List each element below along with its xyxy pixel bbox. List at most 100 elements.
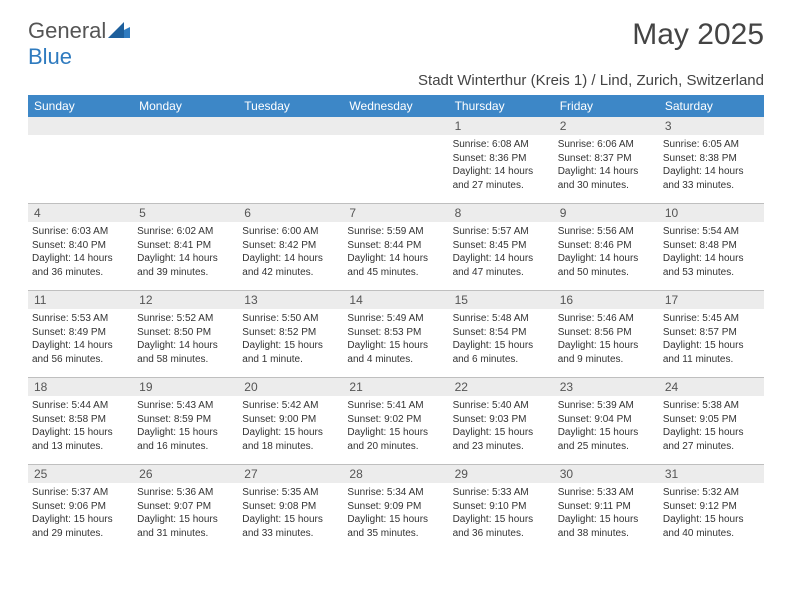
sunrise-text: Sunrise: 5:57 AM <box>453 225 550 239</box>
day-number: 8 <box>449 204 554 222</box>
daylight-line1: Daylight: 15 hours <box>242 426 339 440</box>
day-number: 15 <box>449 291 554 309</box>
daylight-line1: Daylight: 15 hours <box>558 426 655 440</box>
sunset-text: Sunset: 9:05 PM <box>663 413 760 427</box>
day-cell: 7Sunrise: 5:59 AMSunset: 8:44 PMDaylight… <box>343 204 448 290</box>
sunset-text: Sunset: 8:37 PM <box>558 152 655 166</box>
day-cell: 24 Sunrise: 5:38 AMSunset: 9:05 PMDayligh… <box>659 378 764 464</box>
sunset-text: Sunset: 9:11 PM <box>558 500 655 514</box>
week-row: 11Sunrise: 5:53 AMSunset: 8:49 PMDayligh… <box>28 290 764 377</box>
day-info: Sunrise: 5:48 AMSunset: 8:54 PMDaylight:… <box>453 312 550 366</box>
day-number: 5 <box>133 204 238 222</box>
sunrise-text: Sunrise: 5:42 AM <box>242 399 339 413</box>
day-number: 3 <box>659 117 764 135</box>
day-cell: 3Sunrise: 6:05 AMSunset: 8:38 PMDaylight… <box>659 117 764 203</box>
sunset-text: Sunset: 8:48 PM <box>663 239 760 253</box>
sunrise-text: Sunrise: 5:37 AM <box>32 486 129 500</box>
daylight-line2: and 45 minutes. <box>347 266 444 280</box>
day-cell: 31Sunrise: 5:32 AMSunset: 9:12 PMDayligh… <box>659 465 764 551</box>
day-info: Sunrise: 5:45 AMSunset: 8:57 PMDaylight:… <box>663 312 760 366</box>
sunrise-text: Sunrise: 6:08 AM <box>453 138 550 152</box>
day-info: Sunrise: 6:00 AMSunset: 8:42 PMDaylight:… <box>242 225 339 279</box>
day-info: Sunrise: 5:36 AMSunset: 9:07 PMDaylight:… <box>137 486 234 540</box>
day-info: Sunrise: 5:59 AMSunset: 8:44 PMDaylight:… <box>347 225 444 279</box>
day-info: Sunrise: 5:33 AMSunset: 9:10 PMDaylight:… <box>453 486 550 540</box>
day-info: Sunrise: 6:03 AMSunset: 8:40 PMDaylight:… <box>32 225 129 279</box>
day-number: 22 <box>449 378 554 396</box>
daylight-line2: and 39 minutes. <box>137 266 234 280</box>
daylight-line2: and 23 minutes. <box>453 440 550 454</box>
day-info: Sunrise: 6:06 AMSunset: 8:37 PMDaylight:… <box>558 138 655 192</box>
sunrise-text: Sunrise: 5:35 AM <box>242 486 339 500</box>
sunset-text: Sunset: 8:41 PM <box>137 239 234 253</box>
day-info: Sunrise: 5:38 AMSunset: 9:05 PMDaylight:… <box>663 399 760 453</box>
sunset-text: Sunset: 9:08 PM <box>242 500 339 514</box>
sunrise-text: Sunrise: 5:36 AM <box>137 486 234 500</box>
sunrise-text: Sunrise: 5:44 AM <box>32 399 129 413</box>
day-number: 31 <box>659 465 764 483</box>
brand-part1: General <box>28 18 106 43</box>
sunset-text: Sunset: 8:44 PM <box>347 239 444 253</box>
weekday-label: Thursday <box>449 95 554 117</box>
daylight-line1: Daylight: 14 hours <box>558 252 655 266</box>
daylight-line1: Daylight: 14 hours <box>347 252 444 266</box>
daylight-line1: Daylight: 14 hours <box>663 165 760 179</box>
weekday-label: Saturday <box>659 95 764 117</box>
day-cell: 29 Sunrise: 5:33 AMSunset: 9:10 PMDayligh… <box>449 465 554 551</box>
sunset-text: Sunset: 9:02 PM <box>347 413 444 427</box>
daylight-line1: Daylight: 15 hours <box>32 513 129 527</box>
sunset-text: Sunset: 8:38 PM <box>663 152 760 166</box>
day-number: 2 <box>554 117 659 135</box>
day-number: 29 <box>449 465 554 483</box>
daylight-line1: Daylight: 15 hours <box>453 339 550 353</box>
day-cell: 20Sunrise: 5:42 AMSunset: 9:00 PMDayligh… <box>238 378 343 464</box>
sunrise-text: Sunrise: 5:33 AM <box>453 486 550 500</box>
day-cell: 2 Sunrise: 6:06 AMSunset: 8:37 PMDaylight… <box>554 117 659 203</box>
brand-part2: Blue <box>28 44 72 69</box>
brand-logo: General Blue <box>28 18 130 70</box>
daylight-line1: Daylight: 15 hours <box>137 513 234 527</box>
week-row: 25Sunrise: 5:37 AMSunset: 9:06 PMDayligh… <box>28 464 764 551</box>
weekday-label: Friday <box>554 95 659 117</box>
sunset-text: Sunset: 8:52 PM <box>242 326 339 340</box>
daylight-line1: Daylight: 15 hours <box>663 513 760 527</box>
daylight-line1: Daylight: 15 hours <box>453 426 550 440</box>
sunrise-text: Sunrise: 6:06 AM <box>558 138 655 152</box>
daylight-line2: and 18 minutes. <box>242 440 339 454</box>
day-cell <box>28 117 133 203</box>
sunset-text: Sunset: 8:42 PM <box>242 239 339 253</box>
daylight-line2: and 13 minutes. <box>32 440 129 454</box>
weekday-label: Wednesday <box>343 95 448 117</box>
brand-mark-icon <box>108 18 130 44</box>
sunrise-text: Sunrise: 6:00 AM <box>242 225 339 239</box>
sunset-text: Sunset: 8:49 PM <box>32 326 129 340</box>
day-info: Sunrise: 5:57 AMSunset: 8:45 PMDaylight:… <box>453 225 550 279</box>
day-number: 24 <box>659 378 764 396</box>
week-row: 4Sunrise: 6:03 AMSunset: 8:40 PMDaylight… <box>28 203 764 290</box>
weekday-label: Sunday <box>28 95 133 117</box>
daylight-line1: Daylight: 14 hours <box>32 252 129 266</box>
sunrise-text: Sunrise: 5:45 AM <box>663 312 760 326</box>
daylight-line2: and 27 minutes. <box>663 440 760 454</box>
daylight-line1: Daylight: 15 hours <box>663 339 760 353</box>
sunrise-text: Sunrise: 5:34 AM <box>347 486 444 500</box>
day-cell: 1Sunrise: 6:08 AMSunset: 8:36 PMDaylight… <box>449 117 554 203</box>
daylight-line1: Daylight: 15 hours <box>347 339 444 353</box>
sunrise-text: Sunrise: 5:53 AM <box>32 312 129 326</box>
sunset-text: Sunset: 8:50 PM <box>137 326 234 340</box>
daylight-line1: Daylight: 14 hours <box>663 252 760 266</box>
daylight-line1: Daylight: 14 hours <box>453 165 550 179</box>
weekday-label: Monday <box>133 95 238 117</box>
daylight-line2: and 42 minutes. <box>242 266 339 280</box>
day-cell: 12Sunrise: 5:52 AMSunset: 8:50 PMDayligh… <box>133 291 238 377</box>
daylight-line2: and 50 minutes. <box>558 266 655 280</box>
title-block: May 2025 <box>632 18 764 52</box>
daylight-line2: and 20 minutes. <box>347 440 444 454</box>
daylight-line1: Daylight: 15 hours <box>32 426 129 440</box>
day-cell: 6Sunrise: 6:00 AMSunset: 8:42 PMDaylight… <box>238 204 343 290</box>
weekday-header: Sunday Monday Tuesday Wednesday Thursday… <box>28 95 764 117</box>
daylight-line2: and 53 minutes. <box>663 266 760 280</box>
day-info: Sunrise: 5:52 AMSunset: 8:50 PMDaylight:… <box>137 312 234 366</box>
daylight-line2: and 47 minutes. <box>453 266 550 280</box>
sunrise-text: Sunrise: 5:48 AM <box>453 312 550 326</box>
